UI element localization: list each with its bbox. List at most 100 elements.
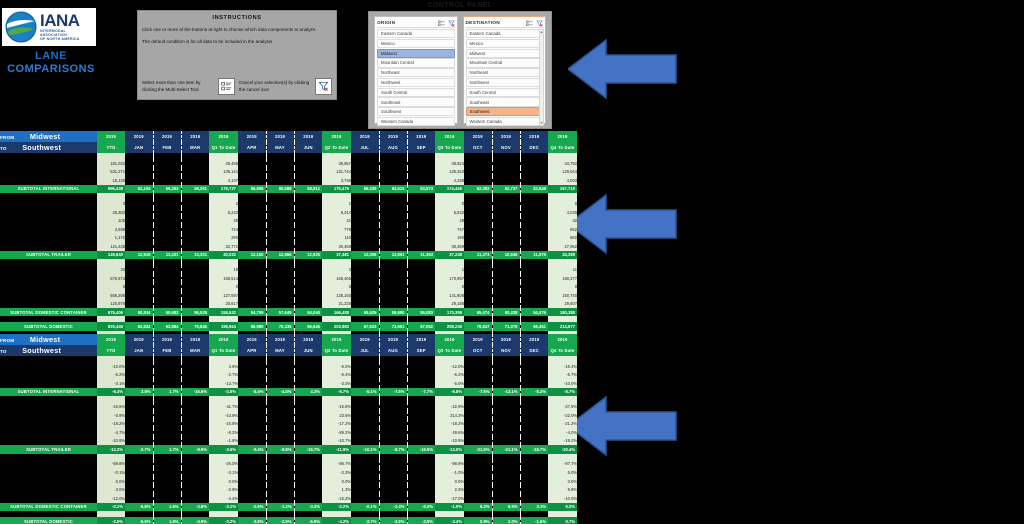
cell-q3-to-date: -13.0% <box>435 445 464 454</box>
clear-filter-icon[interactable] <box>447 14 455 32</box>
cell-mar <box>181 493 209 503</box>
slicer-item-mountain-central[interactable]: Mountain Central <box>377 58 455 68</box>
cell-ytd: -5.2% <box>97 370 125 380</box>
cell-jun <box>294 159 322 168</box>
clear-filter-icon[interactable] <box>536 14 543 32</box>
slicer-item-western-canada[interactable]: Western Canada <box>377 117 455 127</box>
spacer-cell <box>294 356 322 362</box>
spacer-cell <box>407 316 435 323</box>
scroll-up-icon[interactable]: ▲ <box>539 30 544 34</box>
table-row-detail-1: -5.2% -2.7% -6.4% -5.2% -6.7% <box>0 370 577 380</box>
cell-jan <box>125 216 154 225</box>
destination-scrollbar[interactable]: ▲ ▼ <box>539 29 544 127</box>
column-header-jun: JUN <box>294 142 322 153</box>
column-header-q4-to-date: Q4 To Date <box>548 142 577 153</box>
cell-ytd: 696,438 <box>97 184 125 194</box>
spacer-row <box>0 316 577 323</box>
clear-filter-icon[interactable] <box>315 78 332 95</box>
destination-slicer[interactable]: DESTINATION <box>462 14 546 127</box>
multi-select-icon[interactable] <box>218 78 235 95</box>
row-label <box>0 290 97 300</box>
cell-q3-to-date: 2.3% <box>435 485 464 494</box>
cell-jul: 66,039 <box>351 184 380 194</box>
slicer-item-southeast[interactable]: Southeast <box>377 97 455 107</box>
slicer-item-southeast[interactable]: Southeast <box>465 97 543 107</box>
cell-feb <box>153 233 182 243</box>
slicer-item-mexico[interactable]: Mexico <box>465 38 543 48</box>
slicer-item-midwest[interactable]: Midwest <box>465 48 543 58</box>
cell-nov <box>492 362 521 371</box>
origin-slicer[interactable]: ORIGIN <box>374 14 458 127</box>
table-row-detail-0: 181,032 39,489 39,957 38,824 34,792 <box>0 159 577 168</box>
cell-feb <box>153 379 182 388</box>
cell-oct <box>464 273 493 283</box>
slicer-item-midwest[interactable]: Midwest <box>377 48 455 58</box>
origin-slicer-list[interactable]: Eastern Canada Mexico Midwest Mountain Cent… <box>377 29 455 127</box>
slicer-item-mexico[interactable]: Mexico <box>377 38 455 48</box>
cell-q3-to-date: 49.6% <box>435 427 464 437</box>
slicer-item-western-canada[interactable]: Western Canada <box>465 117 543 127</box>
slicer-item-south-central[interactable]: South Central <box>465 87 543 97</box>
cell-mar <box>181 273 209 283</box>
row-label <box>0 176 97 185</box>
cell-feb: 63,884 <box>153 322 182 331</box>
cell-q4-to-date: 4,026 <box>548 207 577 217</box>
slicer-item-northwest[interactable]: Northwest <box>465 77 543 88</box>
cell-q2-to-date: 37,481 <box>322 250 351 260</box>
cell-q4-to-date: 0 <box>548 282 577 291</box>
cell-aug <box>379 493 408 503</box>
spacer-cell <box>97 330 125 337</box>
cell-jan <box>125 199 154 208</box>
iana-logo: IANA INTERMODAL ASSOCIATION OF NORTH AME… <box>2 8 96 46</box>
cell-aug <box>379 265 408 274</box>
cell-sep: 53,873 <box>407 184 435 194</box>
cell-feb: 1.7% <box>153 445 182 454</box>
spacer-cell <box>209 259 238 266</box>
slicer-item-northeast[interactable]: Northeast <box>465 68 543 78</box>
spacer-cell <box>379 193 408 200</box>
slicer-item-eastern-canada[interactable]: Eastern Canada <box>465 29 543 39</box>
cell-may <box>266 199 295 208</box>
cell-q3-to-date: -98.9% <box>435 459 464 469</box>
slicer-item-southwest[interactable]: Southwest <box>465 107 543 117</box>
spacer-cell <box>548 396 577 403</box>
cell-q4-to-date: 0 <box>548 199 577 208</box>
column-header-may: MAY <box>266 142 295 153</box>
cell-sep <box>407 242 435 251</box>
cell-nov <box>492 273 521 283</box>
multi-select-icon[interactable] <box>526 14 533 32</box>
spacer-row <box>0 510 577 517</box>
column-year-0: 2019 <box>97 334 125 345</box>
cell-jan <box>125 224 154 234</box>
cell-q1-to-date: -11.7% <box>209 402 238 411</box>
slicer-item-eastern-canada[interactable]: Eastern Canada <box>377 29 455 39</box>
globe-icon <box>5 11 37 43</box>
spacer-cell <box>351 153 380 159</box>
cell-mar <box>181 299 209 309</box>
destination-slicer-list[interactable]: Eastern Canada Mexico Midwest Mountain Cent… <box>465 29 544 127</box>
cell-oct <box>464 199 493 208</box>
slicer-item-northeast[interactable]: Northeast <box>377 68 455 78</box>
spacer-cell <box>322 453 351 460</box>
slicer-item-southwest[interactable]: Southwest <box>377 107 455 117</box>
spacer-cell <box>238 153 267 159</box>
cell-nov <box>492 419 521 428</box>
cell-q3-to-date: 141,808 <box>435 290 464 300</box>
cell-aug: 59,690 <box>379 308 408 317</box>
row-label <box>0 273 97 283</box>
cell-dec <box>520 273 548 283</box>
scroll-down-icon[interactable]: ▼ <box>539 121 544 126</box>
slicer-item-south-central[interactable]: South Central <box>377 87 455 97</box>
cell-q2-to-date: 166,488 <box>322 308 351 317</box>
slicer-item-northwest[interactable]: Northwest <box>377 77 455 88</box>
cell-may <box>266 410 295 420</box>
spacer-row <box>0 330 577 337</box>
cell-apr <box>238 167 267 177</box>
spacer-cell <box>266 259 295 266</box>
spacer-cell <box>209 153 238 159</box>
slicer-item-mountain-central[interactable]: Mountain Central <box>465 58 543 68</box>
spacer-cell <box>97 453 125 460</box>
multi-select-icon[interactable] <box>437 14 445 32</box>
spacer-cell <box>435 510 464 517</box>
cell-apr <box>238 410 267 420</box>
